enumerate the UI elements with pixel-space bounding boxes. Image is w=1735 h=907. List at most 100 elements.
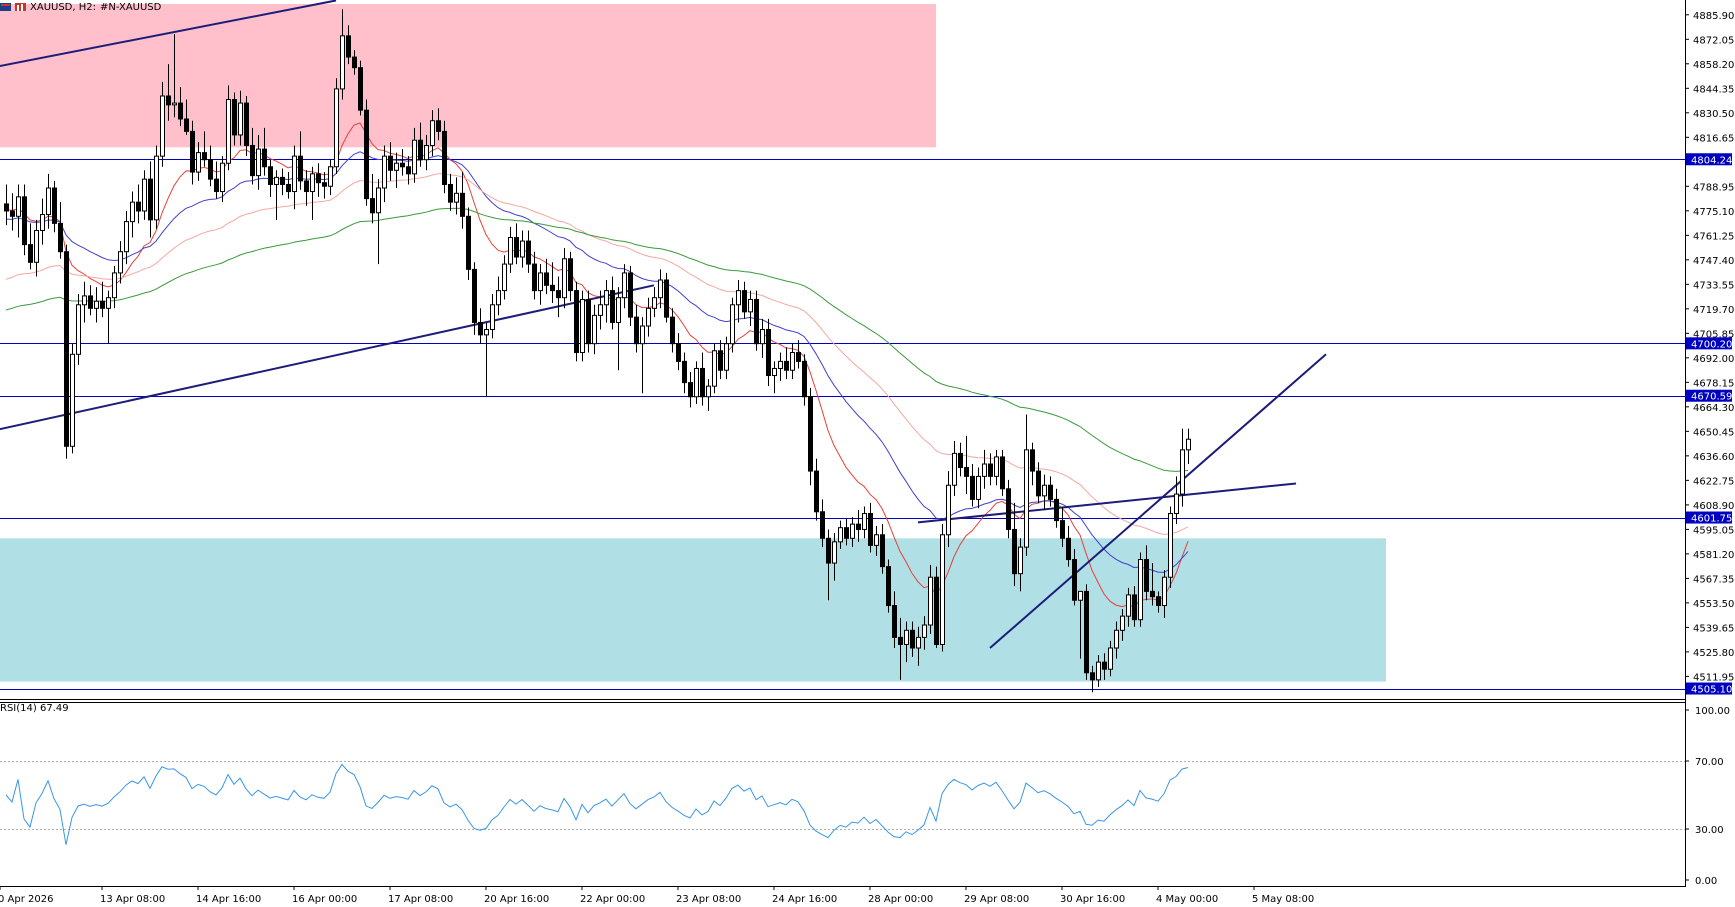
- candle: [52, 180, 57, 233]
- candle: [790, 343, 795, 380]
- candle: [448, 173, 453, 211]
- trend-line: [917, 482, 1297, 524]
- candle-body: [298, 155, 303, 182]
- candle-body: [718, 350, 723, 371]
- candle-body: [988, 463, 993, 477]
- candle-body: [28, 244, 33, 263]
- candle: [838, 520, 843, 549]
- candle: [820, 499, 825, 548]
- candle-body: [904, 629, 909, 645]
- rsi-tick-label: 0.00: [1695, 876, 1717, 887]
- candle-body: [664, 279, 669, 318]
- candle: [124, 211, 129, 265]
- price-tick-label: 4581.20: [1693, 550, 1734, 561]
- candle-body: [1138, 559, 1143, 621]
- candle: [640, 317, 645, 394]
- candle-body: [724, 343, 729, 371]
- candle-body: [892, 605, 897, 638]
- candle: [964, 435, 969, 495]
- candle-body: [430, 120, 435, 147]
- candle-body: [328, 166, 333, 187]
- candle: [334, 78, 339, 174]
- candle: [592, 304, 597, 355]
- candle: [664, 272, 669, 323]
- candle-body: [658, 279, 663, 299]
- candle-body: [160, 95, 165, 157]
- candle-body: [910, 629, 915, 649]
- candle-body: [268, 166, 273, 185]
- bars-icon[interactable]: [15, 3, 26, 11]
- candle: [1036, 462, 1041, 503]
- candle-body: [394, 162, 399, 171]
- time-tick-label: 22 Apr 00:00: [580, 894, 645, 905]
- candle-body: [46, 187, 51, 216]
- time-tick-label: 5 May 08:00: [1252, 894, 1314, 905]
- level-tag-label: 4700.20: [1691, 339, 1732, 350]
- candle-body: [286, 183, 291, 193]
- candle: [1144, 545, 1149, 601]
- candle: [262, 127, 267, 176]
- candle: [1156, 591, 1161, 613]
- candle-body: [1156, 596, 1161, 607]
- candle: [148, 161, 153, 238]
- rsi-label: RSI(14) 67.49: [0, 703, 69, 714]
- candle-body: [358, 67, 363, 111]
- candle: [778, 352, 783, 381]
- candle-body: [466, 215, 471, 270]
- candle: [694, 361, 699, 404]
- candle: [958, 442, 963, 477]
- candle-body: [754, 298, 759, 345]
- candle: [628, 265, 633, 326]
- price-tick-label: 4885.90: [1693, 11, 1734, 22]
- candle: [688, 372, 693, 408]
- price-tick-label: 4539.65: [1693, 623, 1734, 634]
- candle: [772, 361, 777, 394]
- candle-body: [514, 237, 519, 258]
- rsi-layer: [0, 699, 1685, 845]
- candle-body: [88, 295, 93, 309]
- candle-body: [1048, 484, 1053, 500]
- candle: [1030, 442, 1035, 486]
- candle-body: [346, 35, 351, 58]
- candle: [46, 173, 51, 229]
- candle-body: [622, 272, 627, 299]
- candle: [430, 110, 435, 157]
- candle-body: [652, 297, 657, 309]
- candle-body: [166, 95, 171, 106]
- candle: [58, 202, 63, 259]
- candle-body: [1042, 484, 1047, 497]
- candle: [796, 340, 801, 369]
- candle: [382, 145, 387, 203]
- candle-body: [760, 329, 765, 345]
- chart-window-icon[interactable]: [0, 3, 11, 11]
- candle: [76, 294, 81, 365]
- candle-body: [1132, 594, 1137, 621]
- candle: [586, 290, 591, 353]
- ma-slow-line: [5, 173, 1189, 536]
- candle: [136, 184, 141, 224]
- candle: [1126, 587, 1131, 627]
- rsi-tick-label: 30.00: [1695, 825, 1724, 836]
- candle: [244, 96, 249, 157]
- candle-body: [274, 176, 279, 185]
- candle: [856, 510, 861, 542]
- candle: [1042, 474, 1047, 510]
- candle: [604, 280, 609, 323]
- candle-body: [226, 99, 231, 164]
- price-tick-label: 4595.05: [1693, 525, 1734, 536]
- trend-line: [0, 0, 337, 68]
- candle-body: [172, 102, 177, 106]
- candle-body: [634, 316, 639, 345]
- price-tick-label: 4719.70: [1693, 305, 1734, 316]
- candle-body: [646, 307, 651, 327]
- candle-body: [124, 221, 129, 253]
- candle-body: [208, 159, 213, 180]
- candle: [232, 92, 237, 146]
- candle: [166, 64, 171, 121]
- candle-body: [82, 295, 87, 306]
- symbol-label: XAUUSD, H2:: [30, 1, 96, 13]
- candle: [646, 297, 651, 337]
- candle: [898, 617, 903, 680]
- price-tick-label: 4636.60: [1693, 452, 1734, 463]
